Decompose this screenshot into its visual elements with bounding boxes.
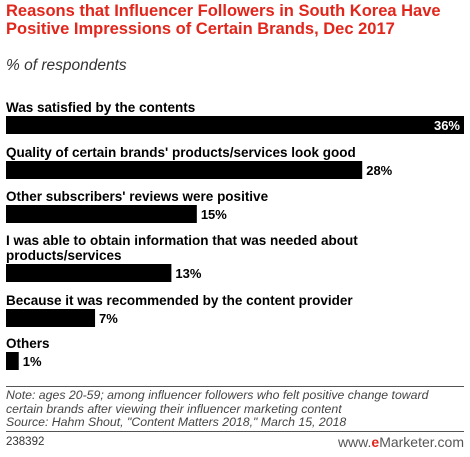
value-label: 36% (434, 118, 460, 133)
bar (6, 161, 363, 179)
bar (6, 205, 197, 223)
category-label: Other subscribers' reviews were positive (6, 189, 269, 204)
logo-prefix: www. (337, 434, 372, 450)
logo-suffix: .com (433, 434, 464, 450)
chart-title: Reasons that Influencer Followers in Sou… (6, 2, 441, 38)
source-text: Source: Hahm Shout, "Content Matters 201… (6, 415, 347, 429)
bar (6, 352, 19, 370)
emarketer-logo: www.eMarketer.com (338, 434, 464, 450)
bar (6, 309, 96, 327)
footer-divider (6, 386, 464, 387)
note-text: Note: ages 20-59; among influencer follo… (6, 388, 429, 416)
category-label: Was satisfied by the contents (6, 100, 195, 115)
value-label: 15% (201, 207, 227, 222)
value-label: 7% (99, 311, 118, 326)
value-label: 28% (366, 163, 392, 178)
chart-note: Note: ages 20-59; among influencer follo… (6, 388, 466, 430)
category-label: I was able to obtain information that wa… (6, 233, 358, 263)
logo-e: e (371, 434, 380, 450)
category-label: Others (6, 336, 50, 351)
category-label: Quality of certain brands' products/serv… (6, 145, 356, 160)
logo-rest: Marketer (379, 434, 434, 450)
value-label: 13% (175, 266, 201, 281)
value-label: 1% (23, 354, 42, 369)
chart-subtitle: % of respondents (6, 57, 127, 74)
footer-divider-bottom (6, 431, 464, 432)
bar (6, 264, 172, 282)
bar (6, 116, 464, 134)
category-label: Because it was recommended by the conten… (6, 293, 353, 308)
bar-chart: Was satisfied by the contents 36% Quality … (6, 100, 464, 370)
chart-id: 238392 (6, 436, 45, 448)
